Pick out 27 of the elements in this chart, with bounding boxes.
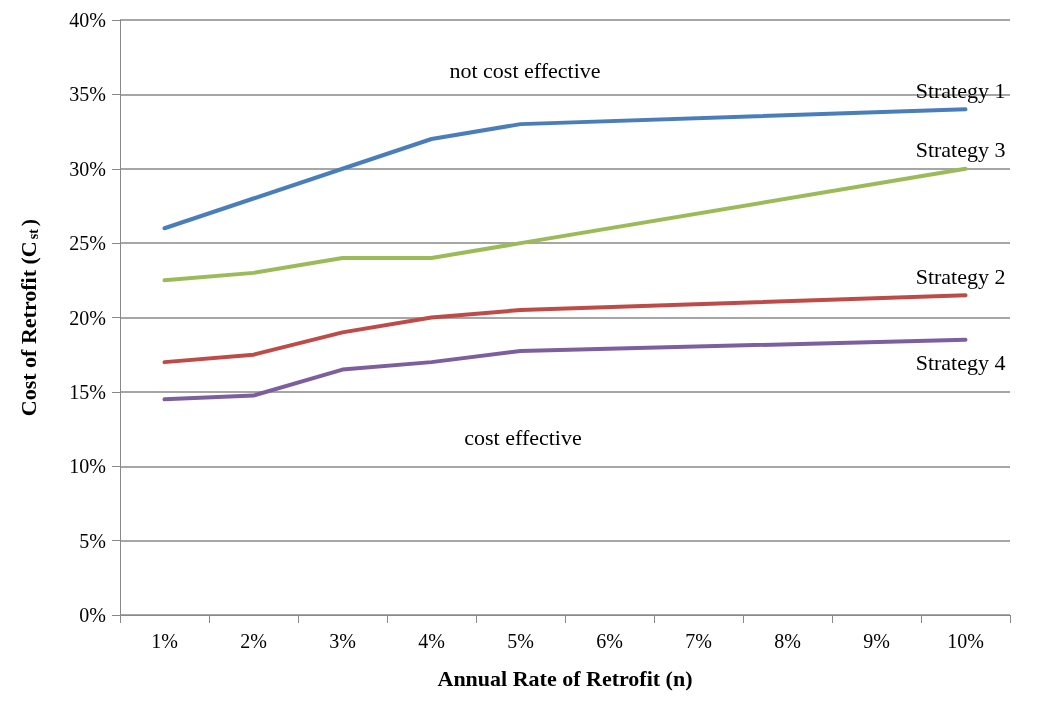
y-tick-label: 35% [69,83,106,106]
y-tick-label: 15% [69,380,106,403]
x-tick-label: 3% [329,630,356,652]
x-tick-label: 4% [418,630,445,652]
annotation: cost effective [464,424,582,450]
y-tick-label: 25% [69,232,106,255]
y-tick-label: 30% [69,157,106,180]
series-label: Strategy 3 [915,137,1006,163]
x-tick-label: 8% [774,630,801,652]
x-tick-label: 7% [685,630,712,652]
y-axis-title: Cost of Retrofit (Cst) [15,218,41,417]
x-tick-label: 10% [947,630,984,652]
x-tick-label: 1% [151,630,178,652]
x-tick-label: 6% [596,630,623,652]
series-label: Strategy 1 [915,77,1006,103]
y-tick-label: 20% [69,306,106,329]
x-axis-title: Annual Rate of Retrofit (n) [437,665,693,691]
x-tick-label: 9% [863,630,890,652]
x-tick-label: 5% [507,630,534,652]
y-tick-label: 10% [69,455,106,478]
y-tick-label: 5% [79,529,106,552]
annotation: not cost effective [449,57,601,83]
series-label: Strategy 4 [915,350,1006,376]
y-tick-label: 0% [79,604,106,626]
y-tick-label: 40% [69,9,106,31]
series-label: Strategy 2 [915,263,1006,289]
x-tick-label: 2% [240,630,267,652]
